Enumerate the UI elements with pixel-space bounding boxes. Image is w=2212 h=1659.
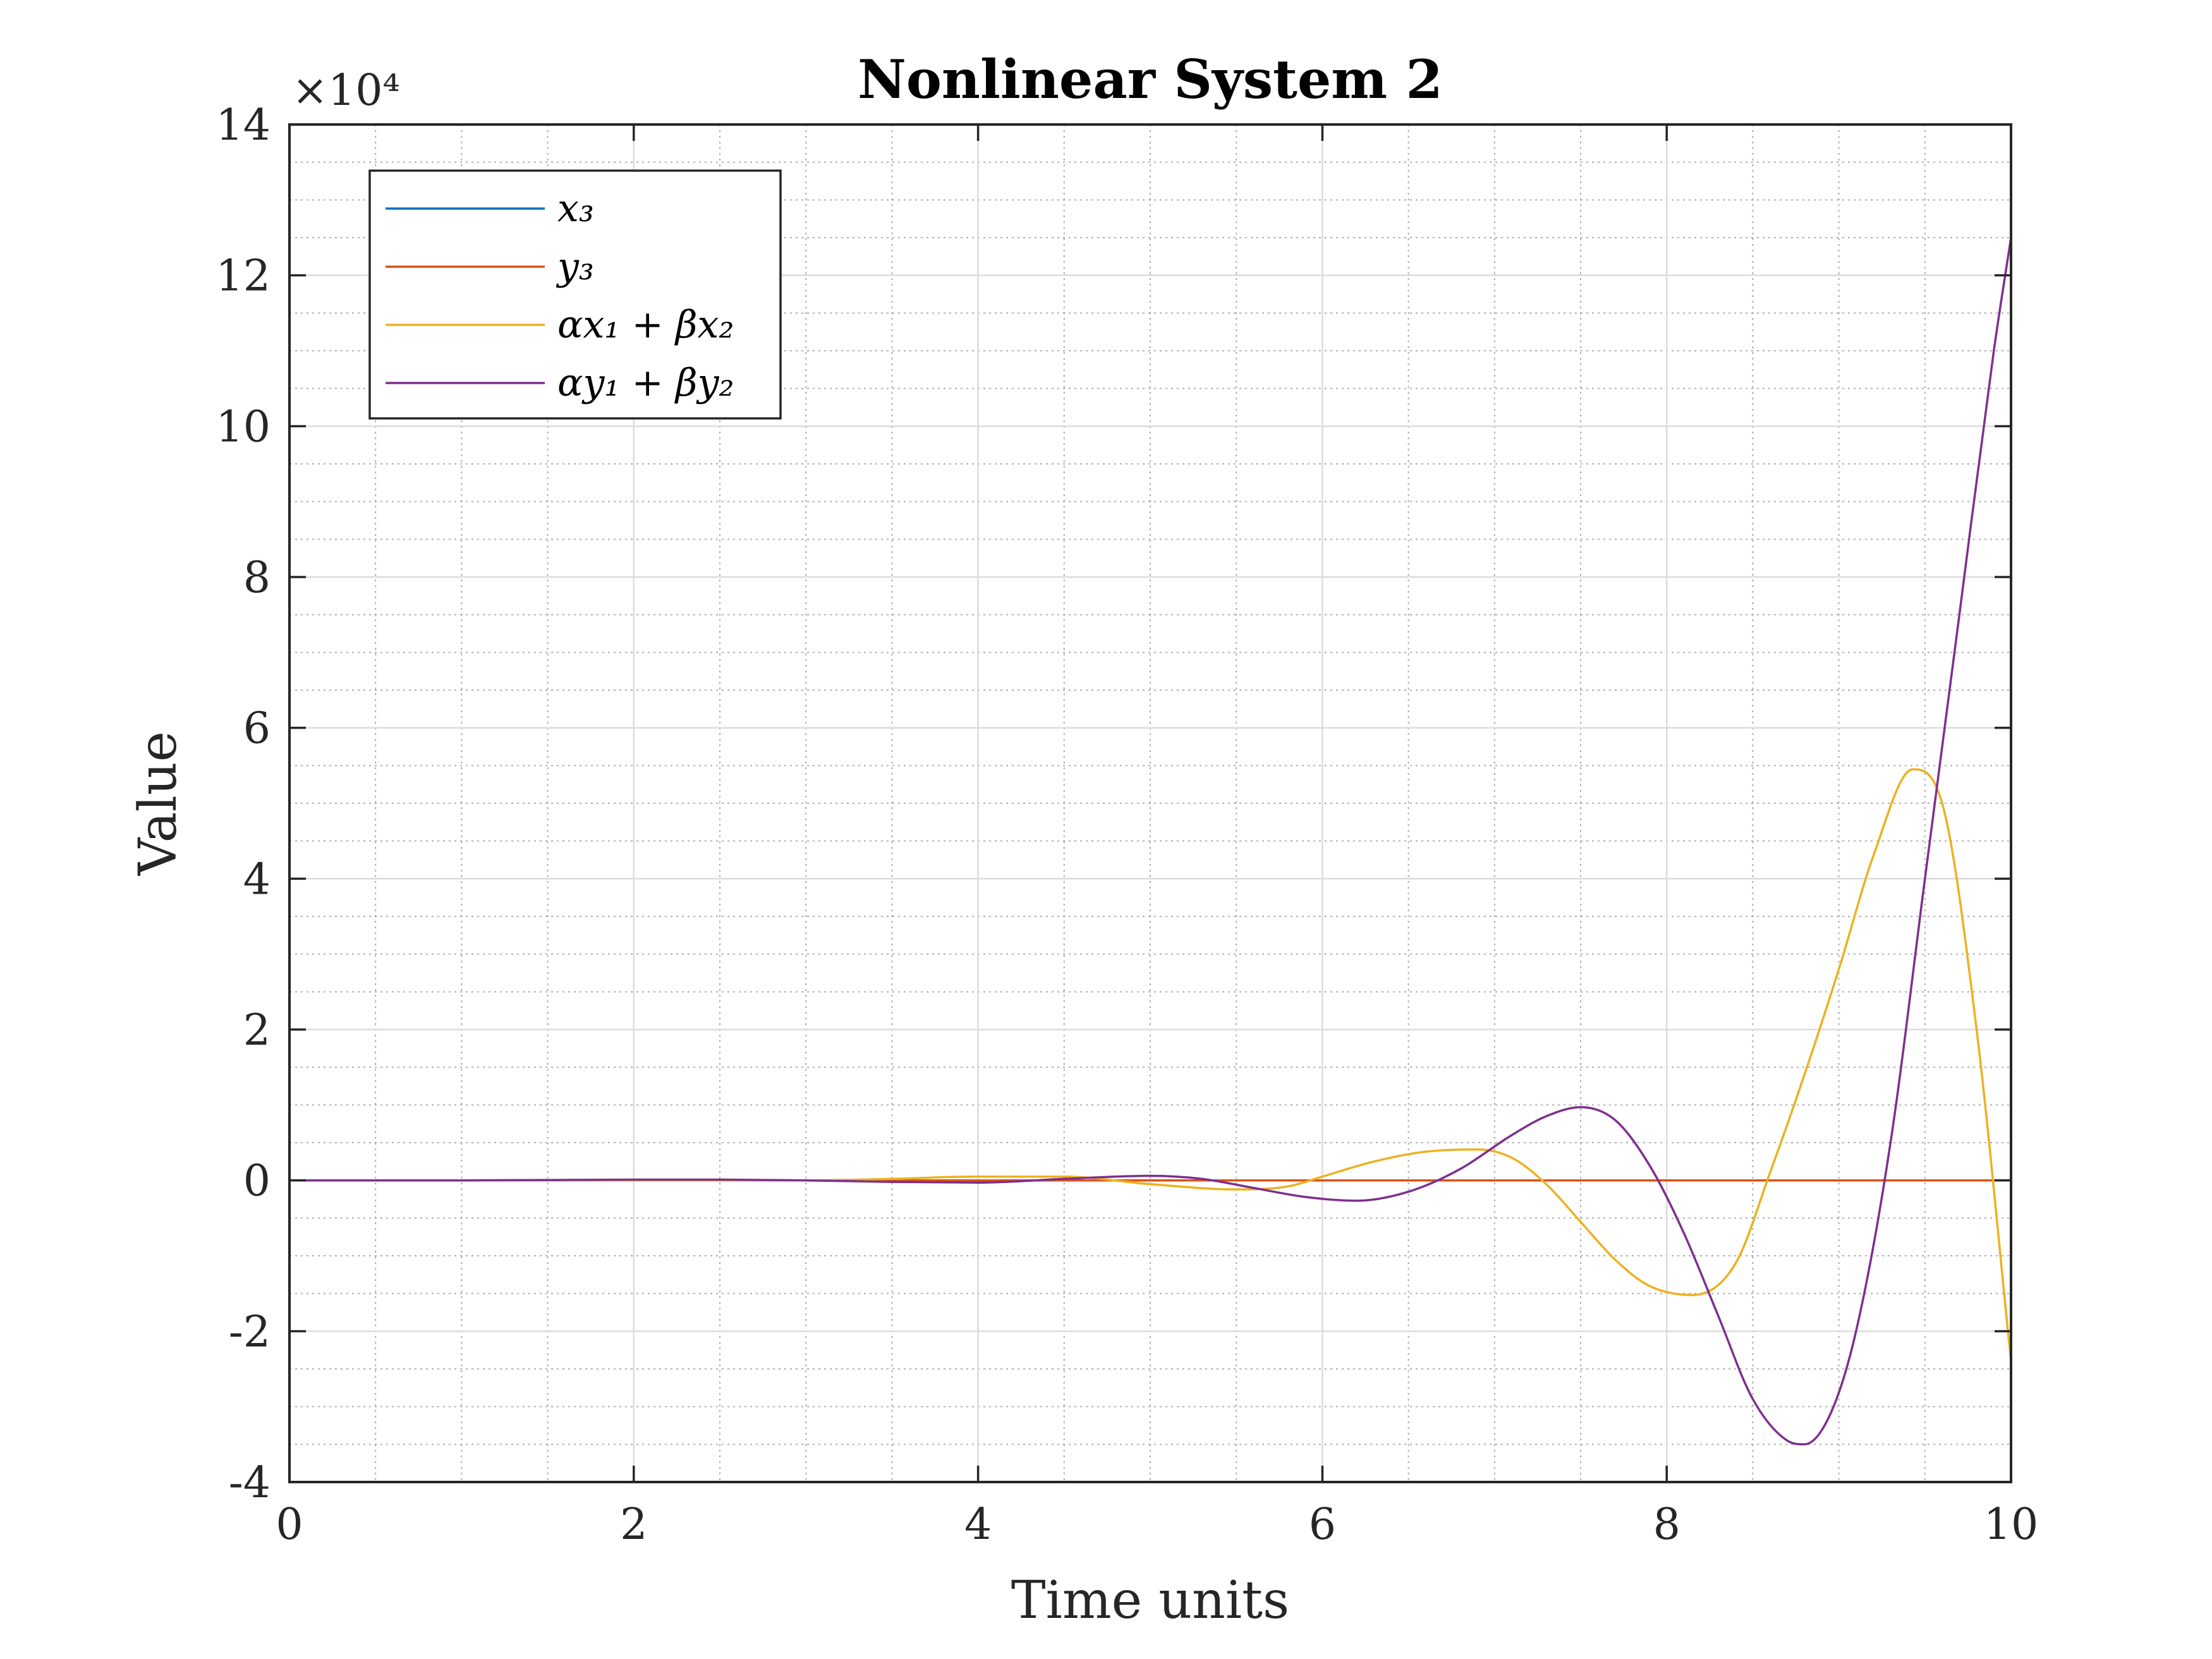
x-axis-label: Time units (1011, 1571, 1289, 1631)
axis-ticks (288, 123, 2012, 1483)
y-tick-label: 10 (216, 402, 270, 452)
series-alpha-y-beta-y-line (289, 237, 2012, 1446)
y-tick-labels: -4 -2 0 2 4 6 8 10 12 14 (216, 100, 270, 1508)
legend-label: y₃ (556, 245, 594, 289)
y-tick-label: -2 (229, 1307, 270, 1357)
x-tick-label: 8 (1653, 1500, 1680, 1550)
legend-label: αx₁ + βx₂ (557, 303, 734, 347)
y-tick-label: -4 (229, 1458, 270, 1508)
x-tick-label: 4 (964, 1500, 992, 1550)
y-axis-label: Value (128, 731, 188, 876)
x-tick-label: 6 (1309, 1500, 1336, 1550)
y-tick-label: 2 (243, 1006, 270, 1055)
legend: x₃ y₃ αx₁ + βx₂ αy₁ + βy₂ (368, 169, 782, 420)
y-tick-label: 12 (216, 252, 270, 301)
y-exponent-label: ×10⁴ (292, 66, 400, 116)
x-tick-labels: 0 2 4 6 8 10 (276, 1500, 2038, 1550)
y-tick-label: 4 (243, 854, 270, 904)
series-lines (289, 237, 2012, 1446)
legend-label: x₃ (557, 186, 594, 231)
x-tick-label: 0 (276, 1500, 303, 1550)
chart-title: Nonlinear System 2 (858, 48, 1443, 111)
legend-box (368, 169, 782, 420)
y-tick-label: 8 (243, 553, 270, 603)
legend-label: αy₁ + βy₂ (557, 361, 734, 405)
plot-frame (288, 123, 2012, 1483)
x-tick-label: 10 (1984, 1500, 2039, 1550)
y-tick-label: 14 (216, 100, 270, 150)
y-tick-label: 0 (243, 1157, 270, 1206)
minor-grid (289, 125, 2011, 1482)
x-tick-label: 2 (620, 1500, 647, 1550)
series-alpha-x-beta-x-line (289, 768, 2012, 1362)
y-tick-label: 6 (243, 704, 270, 754)
